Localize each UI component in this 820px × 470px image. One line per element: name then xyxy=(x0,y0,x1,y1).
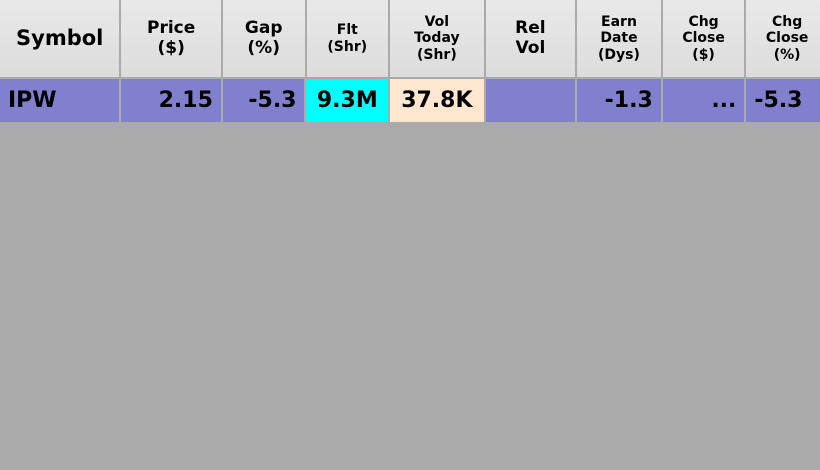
column-header-label: Price xyxy=(147,17,196,38)
column-header-unit: (%) xyxy=(773,46,801,63)
column-header-unit: ($) xyxy=(157,37,185,58)
column-header-chg-close-pct[interactable]: Chg Close (%) xyxy=(746,0,820,77)
cell-chg-close-usd[interactable]: ... xyxy=(662,79,745,122)
column-header-unit: (Shr) xyxy=(327,38,368,55)
column-header-label: Close xyxy=(765,30,809,47)
column-header-chg-close-usd[interactable]: Chg Close ($) xyxy=(662,0,745,77)
table-row[interactable]: IPW 2.15 -5.3 9.3M 37.8K -1.3 ... -5.3 xyxy=(0,79,820,122)
column-header-label: Close xyxy=(682,30,725,47)
column-header-label: Gap xyxy=(244,17,283,38)
cell-gap[interactable]: -5.3 xyxy=(222,79,305,122)
column-header-gap[interactable]: Gap (%) xyxy=(222,0,305,77)
column-header-label: Vol xyxy=(424,14,450,31)
column-header-unit: (Shr) xyxy=(416,46,457,63)
cell-chg-close-pct[interactable]: -5.3 xyxy=(746,79,820,122)
column-header-label: Chg xyxy=(772,14,803,31)
cell-earn-date[interactable]: -1.3 xyxy=(577,79,661,122)
column-header-label: Rel xyxy=(515,17,546,38)
column-header-vol-today[interactable]: Vol Today (Shr) xyxy=(390,0,484,77)
column-header-price[interactable]: Price ($) xyxy=(121,0,221,77)
column-header-label: Today xyxy=(414,30,460,47)
cell-rel-vol[interactable] xyxy=(485,79,576,122)
cell-vol-today[interactable]: 37.8K xyxy=(390,79,484,122)
column-header-unit: (Dys) xyxy=(598,46,640,63)
column-header-symbol[interactable]: Symbol xyxy=(0,0,120,77)
column-header-float[interactable]: Flt (Shr) xyxy=(306,0,389,77)
column-header-label: Date xyxy=(600,30,638,47)
header-row: Symbol Price ($) Gap (%) Flt (Shr) Vol T… xyxy=(0,0,820,77)
cell-price[interactable]: 2.15 xyxy=(121,79,221,122)
cell-float[interactable]: 9.3M xyxy=(306,79,389,122)
column-header-unit: ($) xyxy=(692,46,715,63)
cell-symbol[interactable]: IPW xyxy=(0,79,120,122)
column-header-label: Vol xyxy=(515,37,546,58)
column-header-label: Chg xyxy=(688,14,719,31)
column-header-unit: (%) xyxy=(247,37,280,58)
column-header-label: Earn xyxy=(601,14,637,31)
column-header-label: Flt xyxy=(336,22,358,39)
column-header-rel-vol[interactable]: Rel Vol xyxy=(485,0,576,77)
column-header-earn-date[interactable]: Earn Date (Dys) xyxy=(577,0,661,77)
column-header-label: Symbol xyxy=(16,25,104,50)
